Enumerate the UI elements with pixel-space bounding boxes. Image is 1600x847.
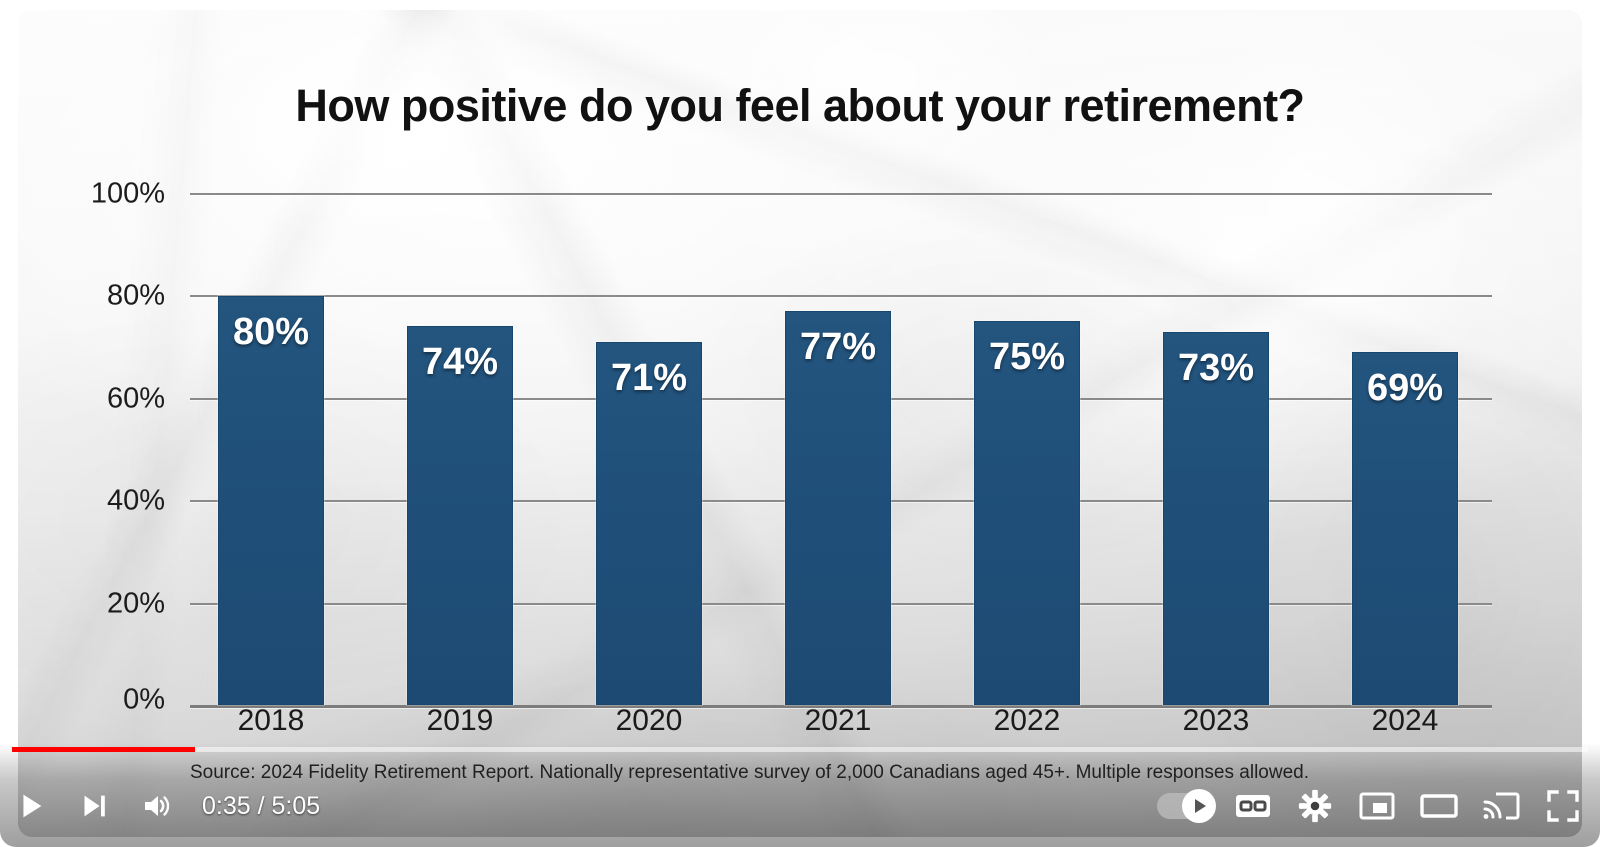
xtick-label-2023: 2023 xyxy=(1182,704,1250,737)
closed-captions-icon xyxy=(1233,790,1273,822)
autoplay-play-icon xyxy=(1195,799,1206,813)
xtick-label-2020: 2020 xyxy=(615,704,683,737)
chart-title: How positive do you feel about your reti… xyxy=(295,80,1305,131)
autoplay-toggle-button[interactable] xyxy=(1148,775,1222,837)
bar-value-2022: 75% xyxy=(988,336,1066,379)
volume-icon xyxy=(137,788,173,824)
ytick-label-60: 60% xyxy=(106,382,165,415)
video-surface[interactable]: How positive do you feel about your reti… xyxy=(18,10,1582,837)
time-display: 0:35 / 5:05 xyxy=(202,791,321,820)
autoplay-toggle-knob xyxy=(1182,789,1216,823)
chart-source-note: Source: 2024 Fidelity Retirement Report.… xyxy=(190,762,1520,785)
miniplayer-button[interactable] xyxy=(1346,775,1408,837)
gridline-100 xyxy=(190,193,1492,195)
settings-button[interactable] xyxy=(1284,775,1346,837)
player-controls-bar[interactable]: 0:35 / 5:05 xyxy=(0,743,1600,847)
next-video-button[interactable] xyxy=(62,775,124,837)
bar-chart: How positive do you feel about your reti… xyxy=(18,10,1582,837)
bar-2018: 80% xyxy=(218,295,324,705)
xtick-label-2021: 2021 xyxy=(804,704,872,737)
settings-gear-icon xyxy=(1296,787,1334,825)
play-button[interactable] xyxy=(0,775,62,837)
cast-icon xyxy=(1482,790,1520,822)
cast-button[interactable] xyxy=(1470,775,1532,837)
xtick-label-2019: 2019 xyxy=(426,704,494,737)
ytick-label-20: 20% xyxy=(106,587,165,620)
bar-2023: 73% xyxy=(1163,331,1269,705)
bar-value-2023: 73% xyxy=(1177,346,1255,389)
ytick-label-0: 0% xyxy=(123,683,165,716)
ytick-label-80: 80% xyxy=(106,279,165,312)
theater-mode-button[interactable] xyxy=(1408,775,1470,837)
controls-row: 0:35 / 5:05 xyxy=(0,771,1600,841)
progress-bar-played[interactable] xyxy=(12,747,195,752)
miniplayer-icon xyxy=(1358,790,1396,822)
axis-baseline xyxy=(190,705,1492,708)
captions-button[interactable] xyxy=(1222,775,1284,837)
progress-bar-track[interactable] xyxy=(12,747,1588,752)
play-icon xyxy=(14,789,48,823)
bar-value-2021: 77% xyxy=(799,325,877,368)
ytick-label-100: 100% xyxy=(90,177,165,210)
next-icon xyxy=(76,789,110,823)
xtick-label-2018: 2018 xyxy=(237,704,305,737)
bar-2021: 77% xyxy=(785,310,891,705)
fullscreen-icon xyxy=(1545,788,1581,824)
fullscreen-button[interactable] xyxy=(1532,775,1594,837)
xtick-label-2022: 2022 xyxy=(993,704,1061,737)
bar-2020: 71% xyxy=(596,341,702,705)
bar-2019: 74% xyxy=(407,326,513,705)
bar-value-2019: 74% xyxy=(421,341,499,384)
bar-2022: 75% xyxy=(974,321,1080,705)
gridline-80 xyxy=(190,295,1492,297)
xtick-label-2024: 2024 xyxy=(1371,704,1439,737)
bar-value-2020: 71% xyxy=(610,356,688,399)
ytick-label-40: 40% xyxy=(106,484,165,517)
bar-value-2018: 80% xyxy=(232,310,310,353)
bar-2024: 69% xyxy=(1352,352,1458,705)
volume-button[interactable] xyxy=(124,775,186,837)
theater-mode-icon xyxy=(1419,790,1459,822)
autoplay-toggle-track xyxy=(1157,789,1216,823)
bar-value-2024: 69% xyxy=(1366,367,1444,410)
